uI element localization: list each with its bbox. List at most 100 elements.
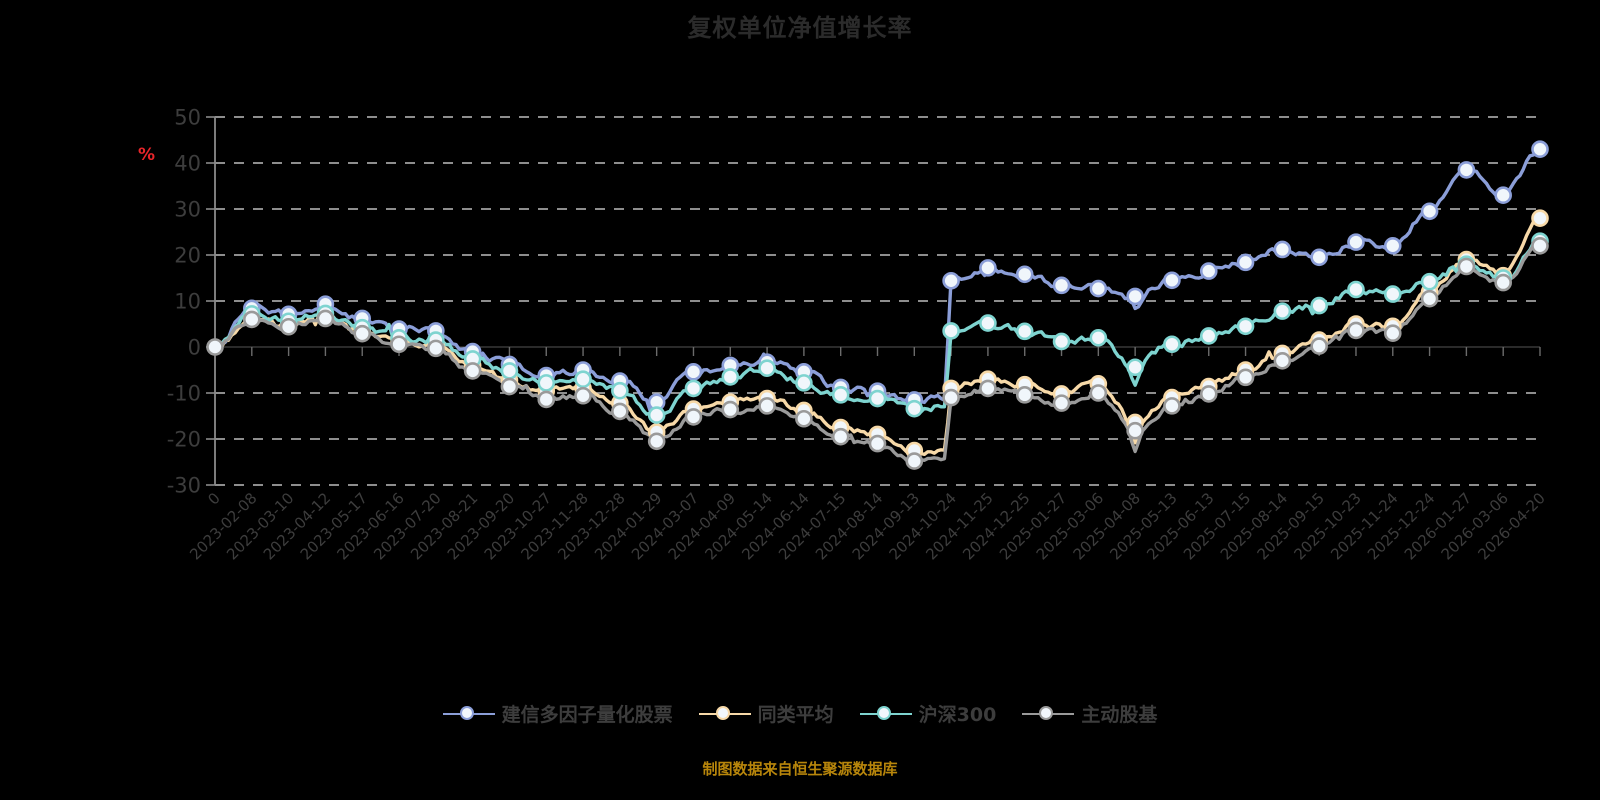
series-marker <box>500 362 519 380</box>
x-axis-tick-label: 0 <box>204 489 223 508</box>
y-axis-tick-label: 20 <box>174 244 201 268</box>
series-marker <box>500 377 519 396</box>
series-marker <box>1199 262 1218 280</box>
series-marker <box>574 386 592 405</box>
series-marker <box>1236 368 1255 387</box>
series-marker <box>684 408 703 426</box>
series-marker <box>1494 186 1512 204</box>
y-axis-tick-label: -30 <box>167 474 201 498</box>
series-marker <box>1531 209 1549 227</box>
series-marker <box>1310 337 1328 355</box>
chart-legend: 建信多因子量化股票 同类平均 沪深300 主动股基 <box>0 700 1600 727</box>
series-marker <box>905 399 924 418</box>
legend-item-4[interactable]: 主动股基 <box>1022 700 1157 727</box>
series-marker <box>1236 253 1255 272</box>
series-marker <box>611 381 629 400</box>
series-marker <box>1310 248 1328 267</box>
series-marker <box>942 388 960 407</box>
series-marker <box>795 409 813 428</box>
x-axis: 02023-02-082023-03-102023-04-122023-05-1… <box>186 347 1549 563</box>
series-marker <box>1052 332 1071 351</box>
legend-item-2[interactable]: 同类平均 <box>698 700 834 727</box>
series-marker <box>721 400 740 419</box>
series-marker <box>463 362 482 380</box>
series-marker <box>979 314 997 332</box>
legend-label: 建信多因子量化股票 <box>501 704 673 726</box>
series-marker <box>1457 257 1476 276</box>
series-marker <box>1531 140 1549 158</box>
series-marker <box>1236 317 1255 336</box>
series-marker <box>942 322 960 340</box>
series-marker <box>942 271 960 290</box>
y-axis-tick-label: 0 <box>188 336 201 360</box>
series-marker <box>1273 351 1292 370</box>
footer-source-note: 制图数据来自恒生聚源数据库 <box>702 760 898 778</box>
series-marker <box>574 370 592 389</box>
series-marker <box>1199 327 1218 345</box>
series-marker <box>1383 324 1402 343</box>
series-marker <box>537 390 556 409</box>
series-line-1 <box>213 147 1542 413</box>
series-marker <box>1383 285 1402 303</box>
y-axis-tick-label: -20 <box>167 428 201 452</box>
series-marker <box>1420 272 1439 291</box>
legend-marker-icon <box>1022 703 1075 725</box>
series-lines <box>213 147 1542 464</box>
series-marker <box>868 434 887 453</box>
series-marker <box>795 374 813 392</box>
series-marker <box>353 324 372 343</box>
series-marker <box>868 389 887 408</box>
series-marker <box>1089 328 1108 347</box>
series-marker <box>1531 237 1549 255</box>
legend-dot <box>876 705 891 720</box>
legend-dot <box>715 705 730 720</box>
series-marker <box>1457 161 1476 179</box>
series-markers <box>206 140 1549 470</box>
series-marker <box>831 427 850 446</box>
legend-label: 同类平均 <box>757 704 834 726</box>
series-marker <box>1420 202 1439 221</box>
series-marker <box>1163 271 1181 290</box>
series-marker <box>758 397 776 415</box>
series-marker <box>243 310 261 329</box>
series-marker <box>1347 321 1365 340</box>
series-marker <box>1273 302 1292 320</box>
y-axis-unit-label: % <box>138 145 156 165</box>
y-axis: 50 40 30 20 10 0 -10 -20 -30 <box>167 106 216 498</box>
series-marker <box>1052 276 1071 295</box>
legend-dot <box>459 705 474 720</box>
series-marker <box>758 359 776 377</box>
series-marker <box>316 309 335 328</box>
series-marker <box>427 339 445 358</box>
series-marker <box>1163 397 1181 415</box>
series-marker <box>1383 237 1402 255</box>
page-title: 复权单位净值增长率 <box>687 14 913 42</box>
series-marker <box>611 402 629 421</box>
series-marker <box>1163 335 1181 354</box>
legend-label: 主动股基 <box>1081 704 1158 726</box>
series-marker <box>979 259 997 277</box>
y-axis-tick-label: -10 <box>167 382 201 406</box>
series-marker <box>1126 421 1144 440</box>
series-marker <box>1052 394 1071 412</box>
series-marker <box>1015 386 1034 404</box>
legend-item-1[interactable]: 建信多因子量化股票 <box>442 700 673 727</box>
series-marker <box>905 452 924 470</box>
series-marker <box>1310 296 1328 315</box>
series-marker <box>1347 233 1365 251</box>
series-marker <box>1494 273 1512 292</box>
legend-dot <box>1039 705 1054 720</box>
legend-item-3[interactable]: 沪深300 <box>859 700 996 727</box>
series-marker <box>721 368 740 386</box>
y-axis-tick-label: 50 <box>174 106 201 130</box>
series-marker <box>390 335 408 354</box>
series-marker <box>1089 279 1108 298</box>
series-marker <box>647 406 666 424</box>
series-marker <box>1199 385 1218 403</box>
series-marker <box>684 363 703 381</box>
series-marker <box>647 432 666 451</box>
series-marker <box>831 386 850 404</box>
legend-marker-icon <box>442 703 495 725</box>
